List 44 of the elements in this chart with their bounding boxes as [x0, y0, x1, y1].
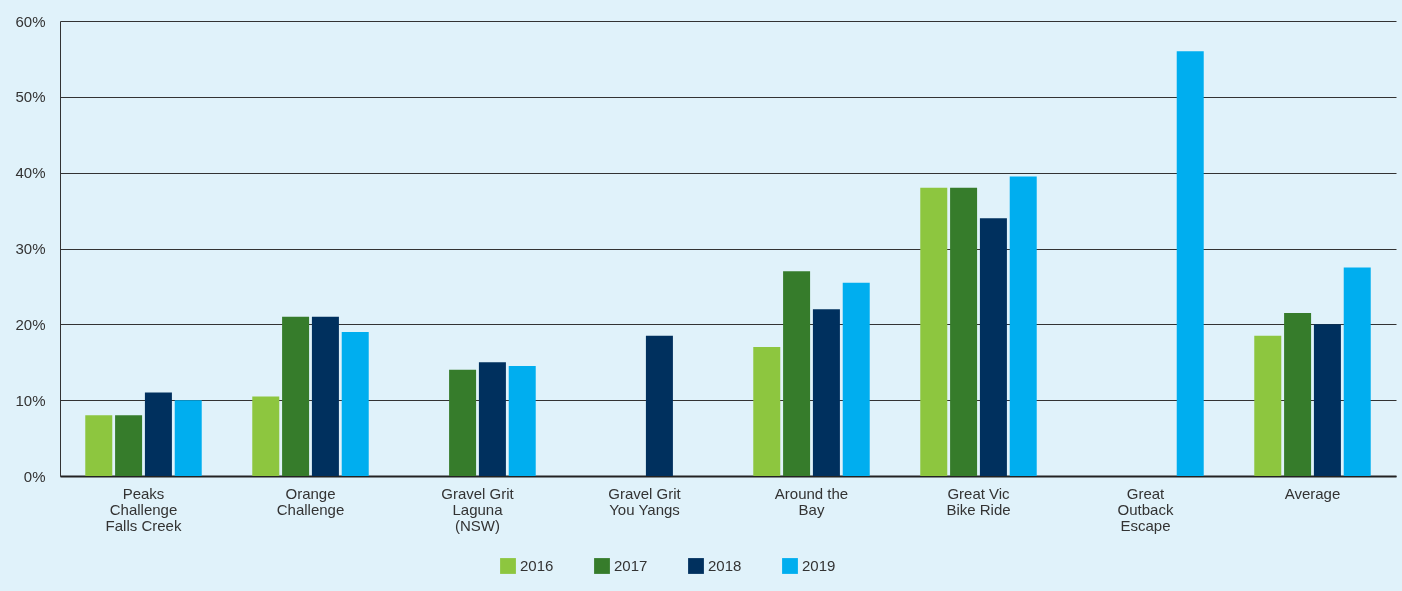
x-tick-label: Great Outback Escape: [1117, 484, 1174, 534]
bar: [812, 309, 840, 476]
bar: [282, 316, 310, 476]
bar: [1284, 312, 1312, 476]
y-tick-label: 20%: [15, 315, 46, 333]
y-tick-label: 0%: [23, 467, 46, 485]
bar: [950, 187, 978, 476]
bar: [508, 366, 536, 476]
y-tick-label: 60%: [15, 12, 46, 30]
bar: [174, 400, 202, 476]
x-tick-label: Around the Bay: [774, 484, 849, 518]
bar: [115, 415, 143, 476]
bar: [341, 331, 369, 476]
y-tick-label: 40%: [15, 164, 46, 182]
bar: [1254, 335, 1282, 476]
bar: [144, 392, 172, 476]
bar: [783, 271, 811, 476]
legend-label: 2018: [708, 557, 742, 574]
bar: [1313, 324, 1341, 476]
bar: [311, 316, 339, 476]
x-tick-label: Great Vic Bike Ride: [946, 484, 1011, 518]
bar: [252, 396, 280, 476]
y-tick-label: 50%: [15, 88, 46, 106]
bar: [920, 187, 948, 476]
bar: [85, 415, 113, 476]
x-tick-label: Average: [1284, 484, 1341, 502]
x-tick-label: Gravel Grit You Yangs: [608, 484, 682, 518]
legend-label: 2019: [802, 557, 836, 574]
bar: [645, 335, 673, 476]
bar: [1343, 267, 1371, 476]
x-tick-label: Peaks Challenge Falls Creek: [105, 484, 182, 534]
bar: [1176, 51, 1204, 476]
x-tick-label: Gravel Grit Laguna (NSW): [441, 484, 515, 534]
bar: [478, 362, 506, 476]
x-tick-label: Orange Challenge: [276, 484, 345, 518]
bar: [753, 347, 781, 476]
bar: [979, 218, 1007, 476]
y-tick-label: 30%: [15, 240, 46, 257]
legend-label: 2017: [614, 557, 648, 574]
bar: [1009, 176, 1037, 476]
bar: [449, 369, 477, 476]
bar: [842, 282, 870, 476]
legend-label: 2016: [520, 557, 554, 574]
y-tick-label: 10%: [15, 391, 46, 409]
